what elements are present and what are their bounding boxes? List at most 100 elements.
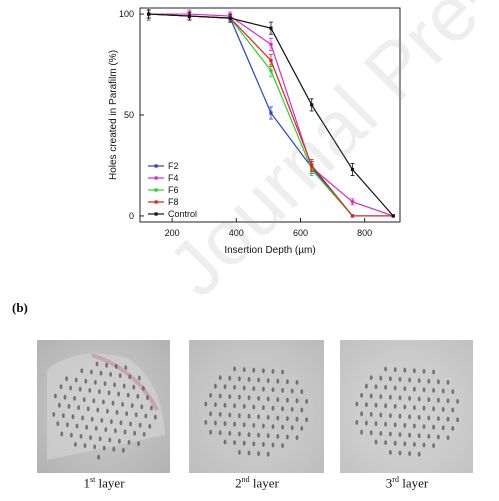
hole-mark [257,396,260,401]
hole-mark [286,434,289,440]
hole-mark [233,421,236,427]
hole-mark [281,424,284,430]
hole-mark [360,393,363,398]
legend-label-F6: F6 [168,185,179,195]
photo-layer-2 [189,340,324,473]
hole-mark [276,378,280,384]
hole-mark [369,375,373,380]
hole-mark [214,402,217,407]
hole-mark [403,404,407,410]
hole-mark [379,375,383,381]
data-point-F8-4 [310,163,314,168]
hole-mark [422,369,426,374]
hole-mark [413,405,416,410]
hole-mark [271,369,275,374]
hole-mark [238,376,241,382]
hole-mark [384,403,387,409]
hole-mark [129,421,132,427]
panel-label: (b) [12,300,28,315]
hole-mark [218,430,222,436]
hole-mark [266,415,270,420]
data-point-Control-0 [147,12,151,16]
hole-mark [276,415,280,421]
hole-mark [403,441,407,447]
hole-mark [446,416,450,422]
hole-mark [446,380,450,385]
hole-mark [93,444,96,450]
hole-mark [150,405,153,411]
hole-mark [122,383,126,389]
hole-mark [128,374,132,380]
hole-mark [389,394,392,400]
hole-mark [223,439,227,445]
hole-mark [223,402,227,408]
hole-mark [427,397,431,402]
hole-mark [233,403,236,409]
hole-mark [281,388,284,393]
hole-mark [223,421,227,426]
hole-mark [98,389,101,394]
hole-mark [437,434,440,440]
hole-mark [114,364,118,369]
hole-mark [276,397,280,402]
hole-mark [63,394,67,400]
legend-label-F4: F4 [168,173,179,183]
hole-mark [242,440,246,446]
hole-mark [432,424,435,430]
hole-mark [413,368,416,374]
y-axis-label: Holes created in Parafilm (%) [108,50,119,180]
hole-mark [242,385,246,391]
hole-mark [398,395,402,401]
hole-mark [369,393,373,399]
hole-mark [214,383,217,389]
hole-mark [369,430,373,436]
hole-mark [441,425,445,431]
hole-mark [374,402,378,408]
hole-mark [58,402,61,408]
hole-mark [97,454,100,460]
hole-mark [422,424,426,429]
hole-mark [413,386,416,392]
hole-mark [94,380,97,385]
hole-mark [300,426,304,431]
hole-mark [369,412,373,417]
hole-mark [209,411,212,417]
hole-mark [437,416,440,421]
photo-layer-3 [340,340,473,473]
hole-mark [127,440,131,445]
hole-mark [70,432,73,438]
hole-mark [126,392,130,398]
hole-mark [95,361,99,367]
hole-mark [123,429,127,435]
insertion-depth-chart: 200 400 600 800 0 50 100 Insertion Depth (µm) Ho… [108,7,401,256]
hole-mark [393,440,397,446]
data-point-F4-5 [350,200,355,204]
hole-mark [290,407,294,412]
hole-mark [124,365,128,370]
hole-mark [209,393,212,398]
hole-mark [71,414,75,420]
hole-mark [446,398,450,404]
hole-mark [66,422,69,428]
hole-mark [62,413,65,418]
hole-mark [403,423,407,428]
hole-mark [262,368,265,374]
hole-mark [98,436,102,442]
hole-mark [271,442,275,448]
hole-mark [134,412,138,418]
hole-mark [118,373,122,378]
hole-mark [384,440,387,445]
hole-mark [398,432,402,437]
hole-mark [74,377,78,383]
hole-mark [441,388,445,394]
hole-mark [271,405,275,411]
hole-mark [60,431,64,437]
hole-mark [117,391,120,397]
x-axis-label: Insertion Depth (µm) [224,245,315,256]
hole-mark [295,416,299,422]
hole-mark [408,451,411,456]
photo-layer-1 [37,340,170,473]
legend-marker-F6 [154,188,158,192]
hole-mark [257,414,260,420]
y-tick-label-100: 100 [119,9,134,19]
